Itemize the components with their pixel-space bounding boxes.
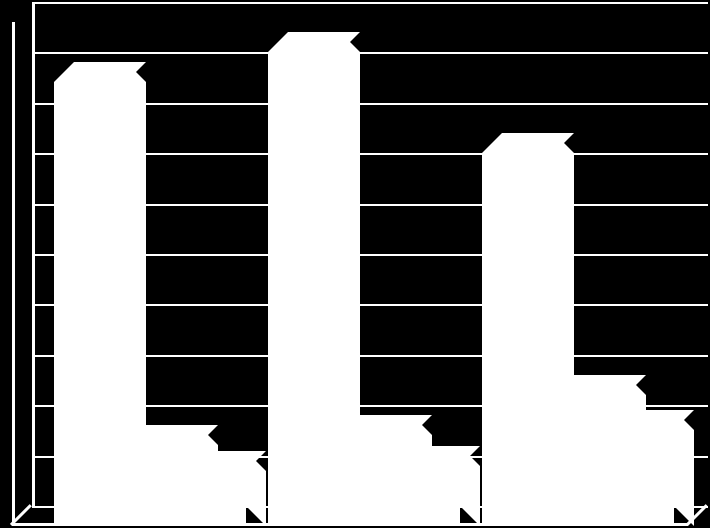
bar-front-face: [268, 52, 340, 526]
bar-front-face: [482, 153, 554, 526]
axis-line: [32, 2, 35, 506]
bar-side-face: [674, 410, 694, 526]
bar-front-face: [340, 435, 412, 526]
gridline: [32, 52, 708, 54]
axis-line: [12, 22, 15, 526]
bar-front-face: [554, 395, 626, 526]
bar-front-face: [412, 466, 460, 526]
bar-front-face: [54, 82, 126, 526]
bar-front-face: [126, 445, 198, 526]
gridline: [32, 2, 708, 4]
bar-chart-3d: [0, 0, 710, 528]
bar-front-face: [626, 430, 674, 526]
bar-front-face: [198, 471, 246, 526]
